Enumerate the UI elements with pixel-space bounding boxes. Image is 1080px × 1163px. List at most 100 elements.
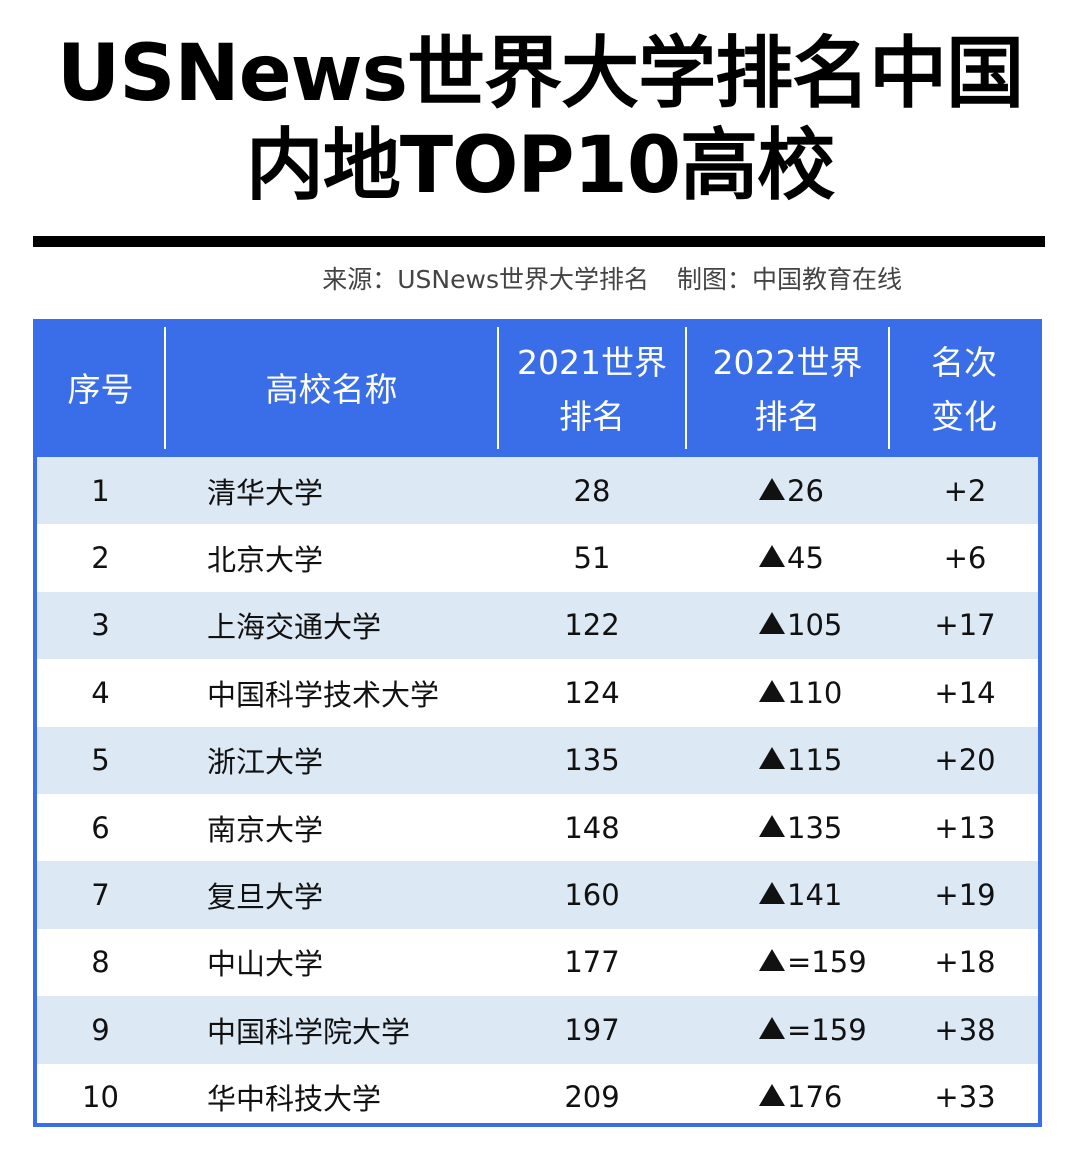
- table-header: 序号 高校名称 2021世界 排名 2022世界 排名 名次 变化: [37, 323, 1038, 457]
- row-rank-change: +6: [890, 524, 1038, 591]
- table-row: 8 中山大学 177 =159 +18: [37, 928, 1038, 997]
- row-rank-change-text: +17: [934, 608, 996, 643]
- row-rank-2021-text: 122: [564, 608, 620, 643]
- up-triangle-icon: [759, 1084, 785, 1107]
- row-index: 1: [37, 457, 164, 524]
- row-rank-2022-text: =159: [787, 1012, 867, 1047]
- row-rank-2022-text: =159: [787, 945, 867, 980]
- row-rank-2021-text: 124: [564, 675, 620, 710]
- row-rank-2022: =159: [759, 996, 959, 1063]
- table-row: 2 北京大学 51 45 +6: [37, 524, 1038, 592]
- row-university-name: 中国科学技术大学: [207, 659, 507, 726]
- row-rank-2021-text: 28: [573, 473, 611, 508]
- row-rank-2021-text: 51: [573, 541, 611, 576]
- row-index-text: 4: [91, 675, 110, 710]
- header-divider: [497, 327, 499, 449]
- table-row: 9 中国科学院大学 197 =159 +38: [37, 996, 1038, 1064]
- row-rank-2022: 110: [759, 659, 959, 726]
- row-rank-change-text: +2: [943, 473, 987, 508]
- row-rank-2022-text: 26: [787, 473, 824, 508]
- row-university-name: 清华大学: [207, 457, 507, 524]
- row-rank-2022: 105: [759, 592, 959, 659]
- row-university-name-text: 上海交通大学: [207, 610, 382, 645]
- ranking-table: 序号 高校名称 2021世界 排名 2022世界 排名 名次 变化: [33, 319, 1042, 1127]
- row-rank-2022: 176: [759, 1064, 959, 1123]
- row-rank-2021-text: 160: [564, 878, 620, 913]
- row-index: 7: [37, 861, 164, 928]
- row-rank-2021-text: 177: [564, 945, 620, 980]
- row-university-name: 中国科学院大学: [207, 996, 507, 1063]
- header-divider: [888, 327, 890, 449]
- page-title: USNews世界大学排名中国 内地TOP10高校: [30, 28, 1050, 212]
- row-rank-2022-text: 45: [787, 541, 824, 576]
- source-origin: 来源：USNews世界大学排名: [322, 265, 649, 294]
- row-university-name-text: 中山大学: [207, 947, 324, 982]
- row-rank-2021: 135: [499, 727, 685, 794]
- row-rank-2022: 135: [759, 794, 959, 861]
- row-rank-2022: =159: [759, 929, 959, 996]
- row-rank-2021: 160: [499, 861, 685, 928]
- row-rank-2021: 148: [499, 794, 685, 861]
- row-rank-change-text: +33: [934, 1080, 996, 1115]
- header-divider: [164, 327, 166, 449]
- row-index: 4: [37, 659, 164, 726]
- row-rank-2022: 45: [759, 524, 959, 591]
- row-rank-change: +33: [890, 1064, 1038, 1123]
- up-triangle-icon: [759, 612, 785, 635]
- row-rank-change-text: +19: [934, 878, 996, 913]
- row-rank-change-text: +20: [934, 743, 996, 778]
- table-row: 7 复旦大学 160 141 +19: [37, 861, 1038, 929]
- header-divider: [685, 327, 687, 449]
- row-rank-change-text: +13: [934, 810, 996, 845]
- row-university-name-text: 北京大学: [207, 543, 324, 578]
- row-rank-2021: 28: [499, 457, 685, 524]
- row-rank-change: +14: [890, 659, 1038, 726]
- row-rank-2022-text: 141: [787, 878, 843, 913]
- row-rank-2021: 197: [499, 996, 685, 1063]
- row-university-name: 复旦大学: [207, 861, 507, 928]
- title-line-1: USNews世界大学排名中国: [56, 29, 1024, 119]
- row-university-name-text: 华中科技大学: [207, 1082, 382, 1117]
- row-index-text: 6: [91, 810, 110, 845]
- row-university-name-text: 浙江大学: [207, 745, 324, 780]
- row-rank-change: +13: [890, 794, 1038, 861]
- row-rank-change-text: +6: [943, 541, 987, 576]
- up-triangle-icon: [759, 679, 785, 702]
- row-rank-2021: 209: [499, 1064, 685, 1123]
- row-university-name: 南京大学: [207, 794, 507, 861]
- row-university-name-text: 清华大学: [207, 475, 324, 510]
- row-rank-change: +20: [890, 727, 1038, 794]
- row-rank-2022: 26: [759, 457, 959, 524]
- row-rank-change: +2: [890, 457, 1038, 524]
- row-rank-2022: 115: [759, 727, 959, 794]
- header-rank-2021: 2021世界 排名: [517, 343, 667, 436]
- row-rank-change: +17: [890, 592, 1038, 659]
- row-rank-2021-text: 148: [564, 810, 620, 845]
- row-index: 5: [37, 727, 164, 794]
- table-row: 1 清华大学 28 26 +2: [37, 457, 1038, 525]
- up-triangle-icon: [759, 1016, 785, 1039]
- row-rank-2021: 51: [499, 524, 685, 591]
- source-caption: 来源：USNews世界大学排名 制图：中国教育在线: [322, 262, 902, 298]
- row-university-name: 中山大学: [207, 929, 507, 996]
- row-university-name-text: 南京大学: [207, 812, 324, 847]
- row-university-name-text: 复旦大学: [207, 880, 324, 915]
- up-triangle-icon: [759, 814, 785, 837]
- source-chart-by: 制图：中国教育在线: [676, 265, 902, 294]
- row-index: 3: [37, 592, 164, 659]
- row-rank-change-text: +14: [934, 675, 996, 710]
- up-triangle-icon: [759, 477, 785, 500]
- row-rank-2021: 177: [499, 929, 685, 996]
- row-university-name-text: 中国科学院大学: [207, 1014, 411, 1049]
- up-triangle-icon: [759, 747, 785, 770]
- row-index-text: 2: [91, 541, 110, 576]
- row-index-text: 7: [91, 878, 110, 913]
- row-rank-2022-text: 110: [787, 675, 843, 710]
- table-row: 3 上海交通大学 122 105 +17: [37, 591, 1038, 660]
- title-divider: [33, 236, 1045, 247]
- up-triangle-icon: [759, 882, 785, 905]
- row-rank-change-text: +38: [934, 1012, 996, 1047]
- row-index-text: 3: [91, 608, 110, 643]
- row-university-name: 华中科技大学: [207, 1064, 507, 1123]
- row-rank-2021: 122: [499, 592, 685, 659]
